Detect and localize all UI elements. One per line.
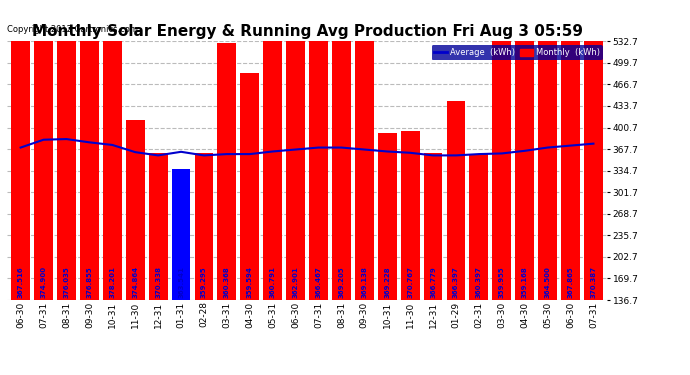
Text: 369.205: 369.205 — [338, 266, 344, 298]
Bar — [515, 0, 534, 300]
Bar — [538, 0, 557, 300]
Bar — [309, 0, 328, 300]
Bar — [195, 153, 213, 300]
Text: 367.516: 367.516 — [18, 266, 23, 298]
Legend: Average  (kWh), Monthly  (kWh): Average (kWh), Monthly (kWh) — [431, 45, 603, 60]
Bar — [240, 73, 259, 300]
Text: 370.387: 370.387 — [591, 266, 596, 298]
Bar — [217, 43, 236, 300]
Text: 367.865: 367.865 — [568, 266, 573, 298]
Text: 366.397: 366.397 — [453, 266, 459, 298]
Text: 363.541: 363.541 — [178, 266, 184, 298]
Bar — [332, 0, 351, 300]
Bar — [401, 131, 420, 300]
Text: 369.228: 369.228 — [384, 266, 391, 298]
Bar — [584, 0, 603, 300]
Bar — [355, 29, 374, 300]
Text: 359.955: 359.955 — [499, 266, 505, 298]
Bar — [561, 0, 580, 300]
Text: 374.864: 374.864 — [132, 266, 138, 298]
Text: 359.594: 359.594 — [247, 266, 253, 298]
Text: 370.338: 370.338 — [155, 266, 161, 298]
Bar — [149, 153, 168, 300]
Bar — [378, 134, 397, 300]
Bar — [126, 120, 145, 300]
Text: 376.035: 376.035 — [63, 266, 70, 298]
Text: 378.201: 378.201 — [109, 266, 115, 298]
Text: 359.168: 359.168 — [522, 266, 528, 298]
Text: Copyright 2012 Cartronics.com: Copyright 2012 Cartronics.com — [7, 25, 138, 34]
Bar — [103, 32, 121, 300]
Bar — [80, 34, 99, 300]
Text: 366.467: 366.467 — [315, 266, 322, 298]
Bar — [57, 0, 76, 300]
Text: 366.779: 366.779 — [430, 266, 436, 298]
Text: 360.368: 360.368 — [224, 266, 230, 298]
Bar — [11, 8, 30, 300]
Bar — [424, 153, 442, 300]
Text: 359.295: 359.295 — [201, 266, 207, 298]
Text: 360.791: 360.791 — [270, 266, 276, 298]
Bar — [493, 37, 511, 300]
Text: 370.767: 370.767 — [407, 266, 413, 298]
Text: 360.397: 360.397 — [476, 266, 482, 298]
Bar — [469, 154, 489, 300]
Bar — [264, 8, 282, 300]
Bar — [172, 170, 190, 300]
Text: 374.900: 374.900 — [41, 266, 46, 298]
Text: 376.855: 376.855 — [86, 266, 92, 298]
Title: Monthly Solar Energy & Running Avg Production Fri Aug 3 05:59: Monthly Solar Energy & Running Avg Produ… — [32, 24, 582, 39]
Text: 369.138: 369.138 — [362, 266, 367, 298]
Bar — [446, 101, 465, 300]
Text: 362.901: 362.901 — [293, 266, 299, 298]
Text: 364.500: 364.500 — [544, 266, 551, 298]
Bar — [34, 0, 53, 300]
Bar — [286, 3, 305, 300]
